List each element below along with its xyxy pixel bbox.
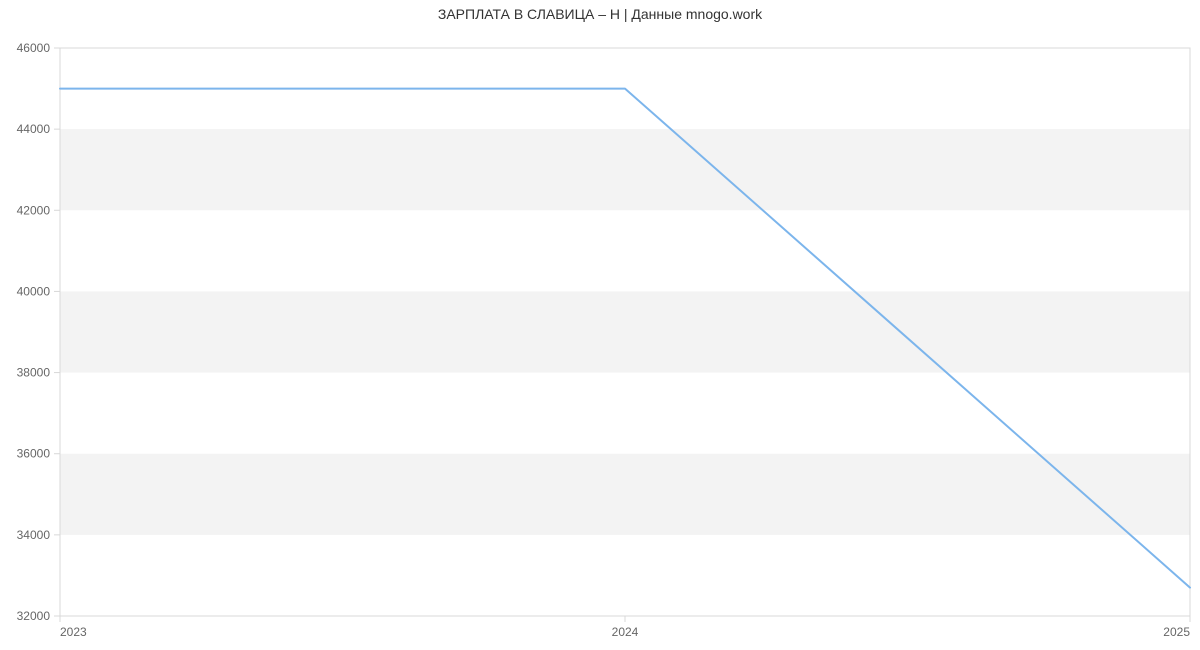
y-tick-label: 40000	[17, 284, 51, 298]
y-tick-label: 36000	[17, 447, 51, 461]
x-tick-label: 2025	[1163, 625, 1190, 639]
x-tick-label: 2023	[60, 625, 87, 639]
x-tick-label: 2024	[612, 625, 639, 639]
y-tick-label: 44000	[17, 122, 51, 136]
grid-band	[60, 291, 1190, 372]
chart-svg: 32000 34000 36000 38000 40000 42000 44000 46000…	[0, 0, 1200, 650]
grid-band	[60, 454, 1190, 535]
y-tick-label: 42000	[17, 203, 51, 217]
y-tick-label: 38000	[17, 366, 51, 380]
y-tick-label: 32000	[17, 609, 51, 623]
y-tick-label: 34000	[17, 528, 51, 542]
salary-line-chart: ЗАРПЛАТА В СЛАВИЦА – Н | Данные mnogo.wo…	[0, 0, 1200, 650]
y-tick-label: 46000	[17, 41, 51, 55]
grid-band	[60, 129, 1190, 210]
